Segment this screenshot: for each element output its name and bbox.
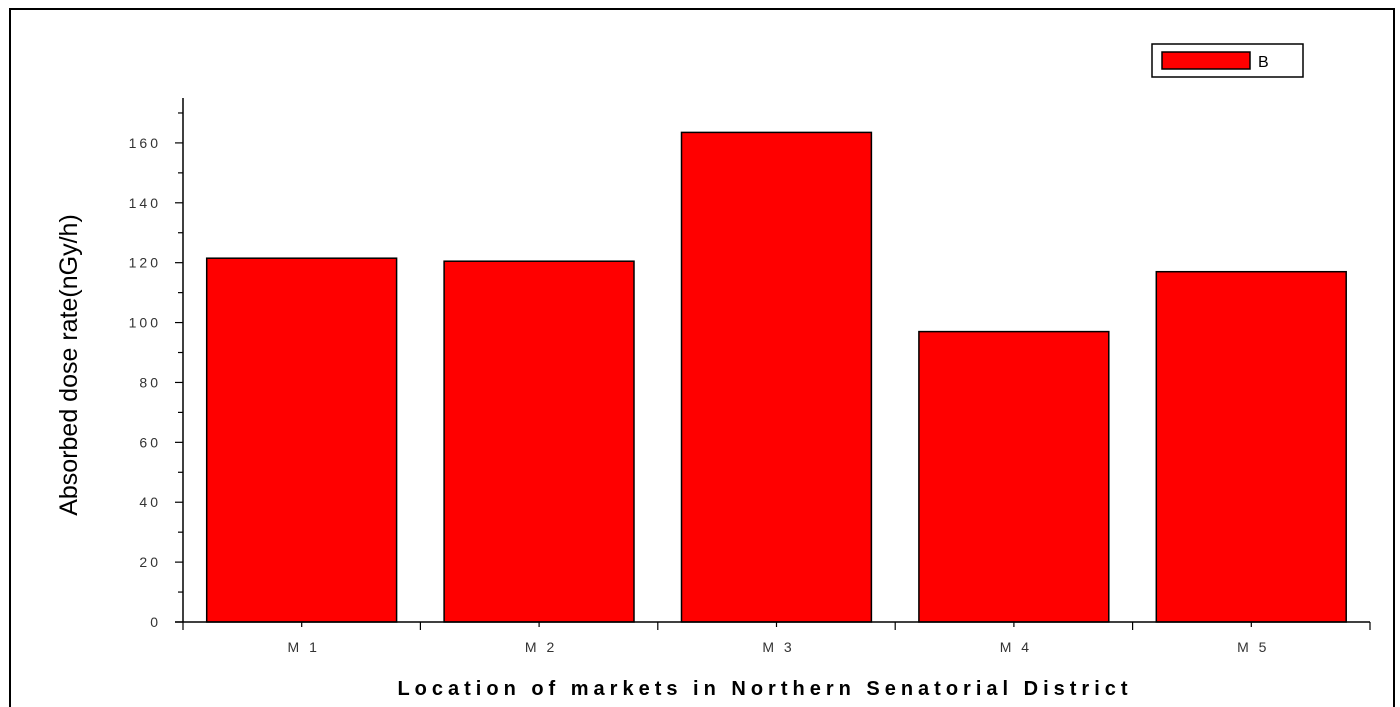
y-tick-label: 80 (139, 374, 161, 390)
x-tick-label: M 2 (525, 639, 557, 655)
legend-label: B (1258, 54, 1269, 71)
bars-group (205, 131, 1347, 623)
x-tick-label: M 3 (762, 639, 794, 655)
x-axis: M 1 M 2 M 3 M 4 M 5 (175, 621, 1371, 655)
bar-4 (918, 330, 1110, 623)
y-tick-label: 120 (129, 255, 161, 271)
y-tick-label: 20 (139, 554, 161, 570)
bar-1 (205, 257, 398, 623)
bar-5 (1155, 270, 1347, 623)
x-axis-title: Location of markets in Northern Senatori… (397, 678, 1132, 700)
y-tick-label: 140 (129, 195, 161, 211)
legend: B (1151, 43, 1304, 78)
y-tick-label: 60 (139, 434, 161, 450)
y-tick-label: 40 (139, 494, 161, 510)
y-tick-label: 160 (129, 135, 161, 151)
x-tick-label: M 4 (1000, 639, 1032, 655)
bar-3 (680, 131, 873, 623)
y-tick-label: 0 (150, 614, 161, 630)
y-tick-label: 100 (129, 315, 161, 331)
bar-2 (443, 260, 635, 623)
x-tick-label: M 5 (1237, 639, 1269, 655)
y-axis: 0 20 40 60 80 100 120 140 160 (129, 98, 184, 630)
legend-swatch (1161, 51, 1251, 70)
x-tick-label: M 1 (288, 639, 320, 655)
y-axis-title: Absorbed dose rate(nGy/h) (55, 214, 83, 516)
